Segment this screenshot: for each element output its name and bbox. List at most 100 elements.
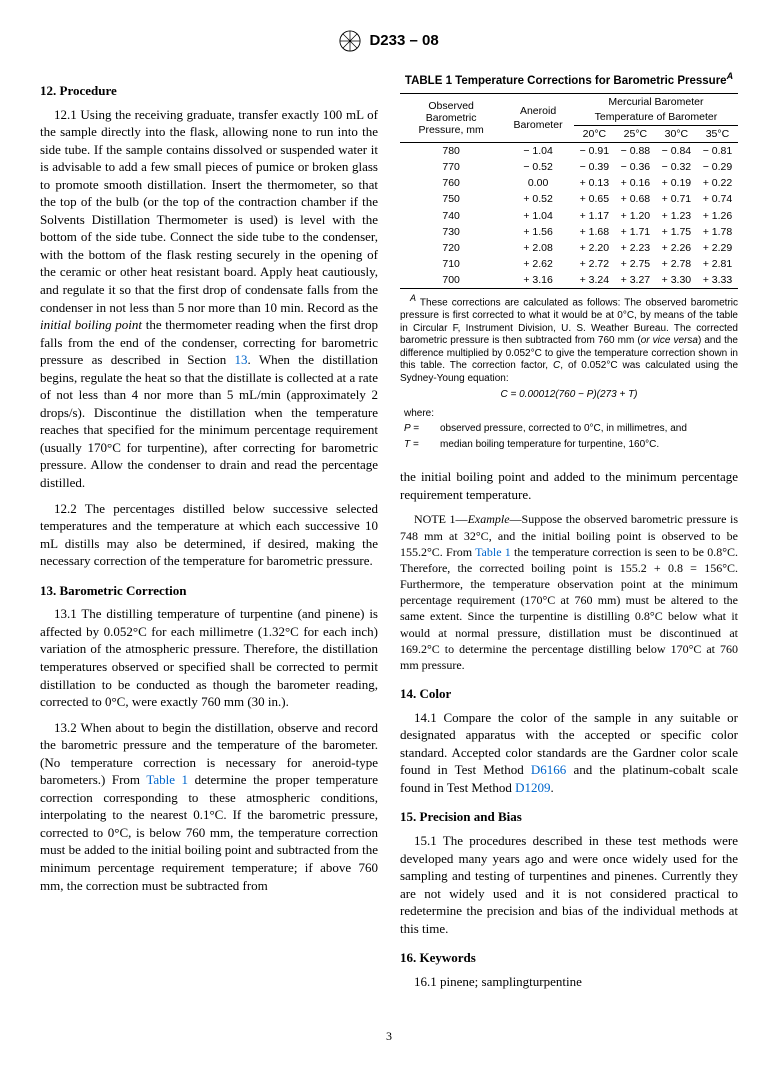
table-row: 780− 1.04− 0.91− 0.88− 0.84− 0.81 xyxy=(400,142,738,159)
table-cell: + 2.62 xyxy=(502,256,574,272)
table-cell: 720 xyxy=(400,240,502,256)
table-row: 730+ 1.56+ 1.68+ 1.71+ 1.75+ 1.78 xyxy=(400,224,738,240)
table-cell: − 0.36 xyxy=(615,159,656,175)
table-cell: + 0.16 xyxy=(615,175,656,191)
table-cell: − 0.84 xyxy=(656,142,697,159)
table-footnote-a: A These corrections are calculated as fo… xyxy=(400,293,738,385)
where-block: where: P =observed pressure, corrected t… xyxy=(400,406,691,453)
table-cell: + 1.26 xyxy=(697,208,738,224)
right-column: TABLE 1 Temperature Corrections for Baro… xyxy=(400,70,738,998)
section-15-heading: 15. Precision and Bias xyxy=(400,808,738,826)
table-cell: + 2.29 xyxy=(697,240,738,256)
table-cell: + 2.81 xyxy=(697,256,738,272)
col-35c: 35°C xyxy=(697,125,738,142)
xref-d1209[interactable]: D1209 xyxy=(515,780,550,795)
table-cell: + 0.19 xyxy=(656,175,697,191)
table-cell: 750 xyxy=(400,191,502,207)
xref-section-13[interactable]: 13 xyxy=(235,352,248,367)
col-30c: 30°C xyxy=(656,125,697,142)
table-cell: 730 xyxy=(400,224,502,240)
table-row: 720+ 2.08+ 2.20+ 2.23+ 2.26+ 2.29 xyxy=(400,240,738,256)
col-25c: 25°C xyxy=(615,125,656,142)
section-16-heading: 16. Keywords xyxy=(400,949,738,967)
table-cell: − 0.52 xyxy=(502,159,574,175)
xref-table-1-note[interactable]: Table 1 xyxy=(475,545,511,559)
table-cell: + 2.75 xyxy=(615,256,656,272)
col-mercurial: Mercurial Barometer Temperature of Barom… xyxy=(574,94,738,125)
table-cell: + 1.20 xyxy=(615,208,656,224)
table-cell: 700 xyxy=(400,272,502,289)
table-cell: − 0.81 xyxy=(697,142,738,159)
col-observed-pressure: Observed Barometric Pressure, mm xyxy=(400,94,502,143)
para-12-2: 12.2 The percentages distilled below suc… xyxy=(40,500,378,570)
left-column: 12. Procedure 12.1 Using the receiving g… xyxy=(40,70,378,998)
table-cell: + 1.23 xyxy=(656,208,697,224)
table-cell: 770 xyxy=(400,159,502,175)
table-row: 770− 0.52− 0.39− 0.36− 0.32− 0.29 xyxy=(400,159,738,175)
page-number: 3 xyxy=(40,1028,738,1044)
table-cell: 760 xyxy=(400,175,502,191)
table-cell: + 0.68 xyxy=(615,191,656,207)
xref-d6166[interactable]: D6166 xyxy=(531,762,566,777)
table-cell: 740 xyxy=(400,208,502,224)
table-cell: + 2.26 xyxy=(656,240,697,256)
para-12-1: 12.1 Using the receiving graduate, trans… xyxy=(40,106,378,492)
para-15-1: 15.1 The procedures described in these t… xyxy=(400,832,738,937)
table-cell: + 0.13 xyxy=(574,175,615,191)
xref-table-1[interactable]: Table 1 xyxy=(146,772,188,787)
two-column-layout: 12. Procedure 12.1 Using the receiving g… xyxy=(40,70,738,998)
table-1-caption: TABLE 1 Temperature Corrections for Baro… xyxy=(400,70,738,89)
para-13-2: 13.2 When about to begin the distillatio… xyxy=(40,719,378,894)
table-cell: + 1.17 xyxy=(574,208,615,224)
table-cell: + 3.24 xyxy=(574,272,615,289)
section-12-heading: 12. Procedure xyxy=(40,82,378,100)
table-cell: − 0.32 xyxy=(656,159,697,175)
designation: D233 – 08 xyxy=(369,32,438,49)
section-14-heading: 14. Color xyxy=(400,685,738,703)
table-cell: + 1.75 xyxy=(656,224,697,240)
table-cell: + 1.04 xyxy=(502,208,574,224)
table-row: 7600.00+ 0.13+ 0.16+ 0.19+ 0.22 xyxy=(400,175,738,191)
table-cell: + 1.56 xyxy=(502,224,574,240)
table-row: 750+ 0.52+ 0.65+ 0.68+ 0.71+ 0.74 xyxy=(400,191,738,207)
table-cell: + 3.33 xyxy=(697,272,738,289)
table-cell: − 0.88 xyxy=(615,142,656,159)
table-cell: + 1.78 xyxy=(697,224,738,240)
footnote-marker-a: A xyxy=(727,71,734,81)
table-cell: + 2.08 xyxy=(502,240,574,256)
table-cell: − 0.91 xyxy=(574,142,615,159)
astm-logo-icon xyxy=(339,30,361,52)
para-14-1: 14.1 Compare the color of the sample in … xyxy=(400,709,738,797)
table-cell: + 0.52 xyxy=(502,191,574,207)
table-row: 700+ 3.16+ 3.24+ 3.27+ 3.30+ 3.33 xyxy=(400,272,738,289)
note-1: NOTE 1—Example—Suppose the observed baro… xyxy=(400,511,738,673)
table-cell: − 1.04 xyxy=(502,142,574,159)
table-cell: + 0.65 xyxy=(574,191,615,207)
col-aneroid: Aneroid Barometer xyxy=(502,94,574,143)
para-13-1: 13.1 The distilling temperature of turpe… xyxy=(40,605,378,710)
table-cell: + 2.72 xyxy=(574,256,615,272)
table-cell: + 2.78 xyxy=(656,256,697,272)
col-20c: 20°C xyxy=(574,125,615,142)
table-row: 740+ 1.04+ 1.17+ 1.20+ 1.23+ 1.26 xyxy=(400,208,738,224)
table-cell: + 0.71 xyxy=(656,191,697,207)
table-cell: + 3.16 xyxy=(502,272,574,289)
table-cell: + 1.71 xyxy=(615,224,656,240)
table-cell: 780 xyxy=(400,142,502,159)
table-1: Observed Barometric Pressure, mm Aneroid… xyxy=(400,93,738,289)
table-cell: + 3.27 xyxy=(615,272,656,289)
table-cell: + 2.23 xyxy=(615,240,656,256)
equation: C = 0.00012(760 − P)(273 + T) xyxy=(400,389,738,402)
initial-boiling-point-term: initial boiling point xyxy=(40,317,142,332)
table-cell: 710 xyxy=(400,256,502,272)
table-cell: + 1.68 xyxy=(574,224,615,240)
table-row: 710+ 2.62+ 2.72+ 2.75+ 2.78+ 2.81 xyxy=(400,256,738,272)
table-cell: + 0.74 xyxy=(697,191,738,207)
table-cell: + 2.20 xyxy=(574,240,615,256)
table-cell: − 0.29 xyxy=(697,159,738,175)
page-header: D233 – 08 xyxy=(40,30,738,52)
para-16-1: 16.1 pinene; samplingturpentine xyxy=(400,973,738,991)
table-cell: − 0.39 xyxy=(574,159,615,175)
section-13-heading: 13. Barometric Correction xyxy=(40,582,378,600)
table-cell: + 0.22 xyxy=(697,175,738,191)
